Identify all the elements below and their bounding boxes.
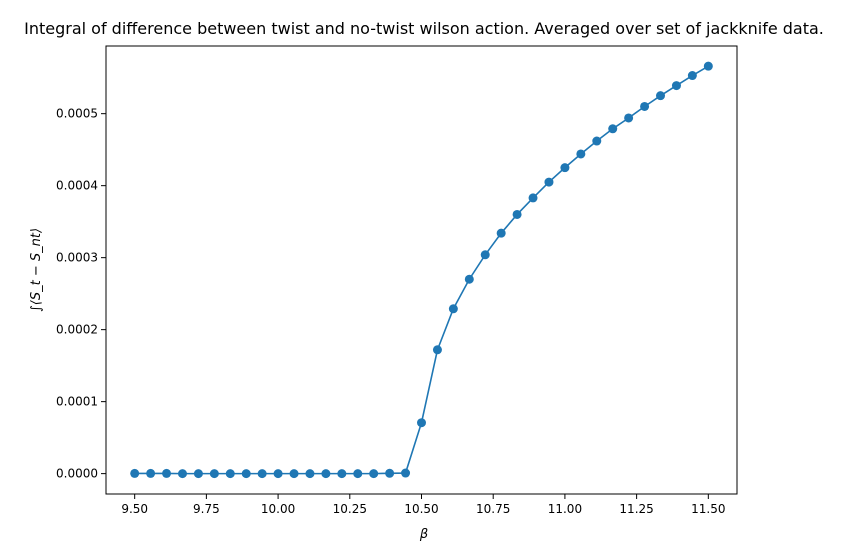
data-point	[289, 469, 299, 479]
data-point	[337, 469, 347, 479]
data-point	[401, 468, 411, 478]
data-point	[687, 71, 697, 81]
y-tick-label: 0.0004	[56, 179, 98, 193]
data-point	[544, 177, 554, 187]
data-point	[560, 163, 570, 173]
data-point	[369, 469, 379, 479]
data-point	[480, 250, 490, 260]
data-point	[225, 469, 235, 479]
data-point	[464, 274, 474, 284]
y-tick-label: 0.0003	[56, 251, 98, 265]
data-point	[496, 228, 506, 238]
x-axis-label: β	[419, 527, 428, 542]
data-point	[417, 418, 426, 428]
chart-title: Integral of difference between twist and…	[24, 19, 824, 38]
x-tick-label: 10.25	[333, 502, 367, 516]
series-markers	[130, 61, 713, 479]
data-point	[305, 469, 315, 479]
data-point	[592, 136, 602, 146]
data-point	[528, 193, 538, 203]
data-point	[241, 469, 251, 479]
x-axis: 9.50 9.75 10.00 10.25 10.50 10.75 11.00 11.25 11…	[121, 494, 725, 516]
x-tick-label: 9.75	[193, 502, 220, 516]
data-point	[385, 468, 395, 478]
y-tick-label: 0.0002	[56, 323, 98, 337]
data-point	[209, 469, 219, 479]
data-point	[321, 469, 331, 479]
data-point	[146, 468, 156, 478]
data-point	[640, 101, 650, 111]
data-point	[273, 469, 283, 479]
y-tick-label: 0.0001	[56, 395, 98, 409]
x-tick-label: 11.00	[548, 502, 582, 516]
data-point	[671, 81, 681, 91]
series-line	[134, 65, 709, 475]
data-point	[162, 468, 172, 478]
data-point	[432, 345, 442, 355]
y-tick-label: 0.0000	[56, 467, 98, 481]
data-point	[703, 61, 713, 71]
data-point	[193, 469, 203, 479]
x-tick-label: 10.50	[404, 502, 438, 516]
y-axis: 0.0000 0.0001 0.0002 0.0003 0.0004 0.0005	[56, 107, 106, 481]
data-point	[624, 113, 634, 123]
x-tick-label: 11.25	[619, 502, 653, 516]
data-point	[512, 209, 522, 219]
data-point	[576, 149, 586, 159]
data-point	[608, 124, 618, 134]
y-axis-label: ∫⟨S_t − S_nt⟩	[29, 228, 44, 312]
y-tick-label: 0.0005	[56, 107, 98, 121]
x-tick-label: 10.00	[261, 502, 295, 516]
data-point	[130, 468, 140, 478]
data-point	[353, 469, 363, 479]
data-point	[656, 91, 666, 101]
data-point	[257, 469, 267, 479]
plot-area: 9.50 9.75 10.00 10.25 10.50 10.75 11.00 11.25 11…	[56, 45, 738, 516]
data-point	[448, 304, 458, 314]
x-tick-label: 10.75	[476, 502, 510, 516]
data-point	[177, 469, 187, 479]
x-tick-label: 9.50	[121, 502, 148, 516]
x-tick-label: 11.50	[691, 502, 725, 516]
